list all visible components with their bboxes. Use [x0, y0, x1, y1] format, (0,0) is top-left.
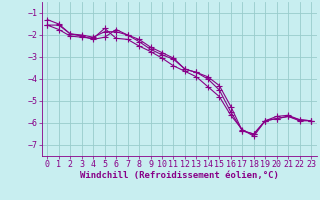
X-axis label: Windchill (Refroidissement éolien,°C): Windchill (Refroidissement éolien,°C): [80, 171, 279, 180]
